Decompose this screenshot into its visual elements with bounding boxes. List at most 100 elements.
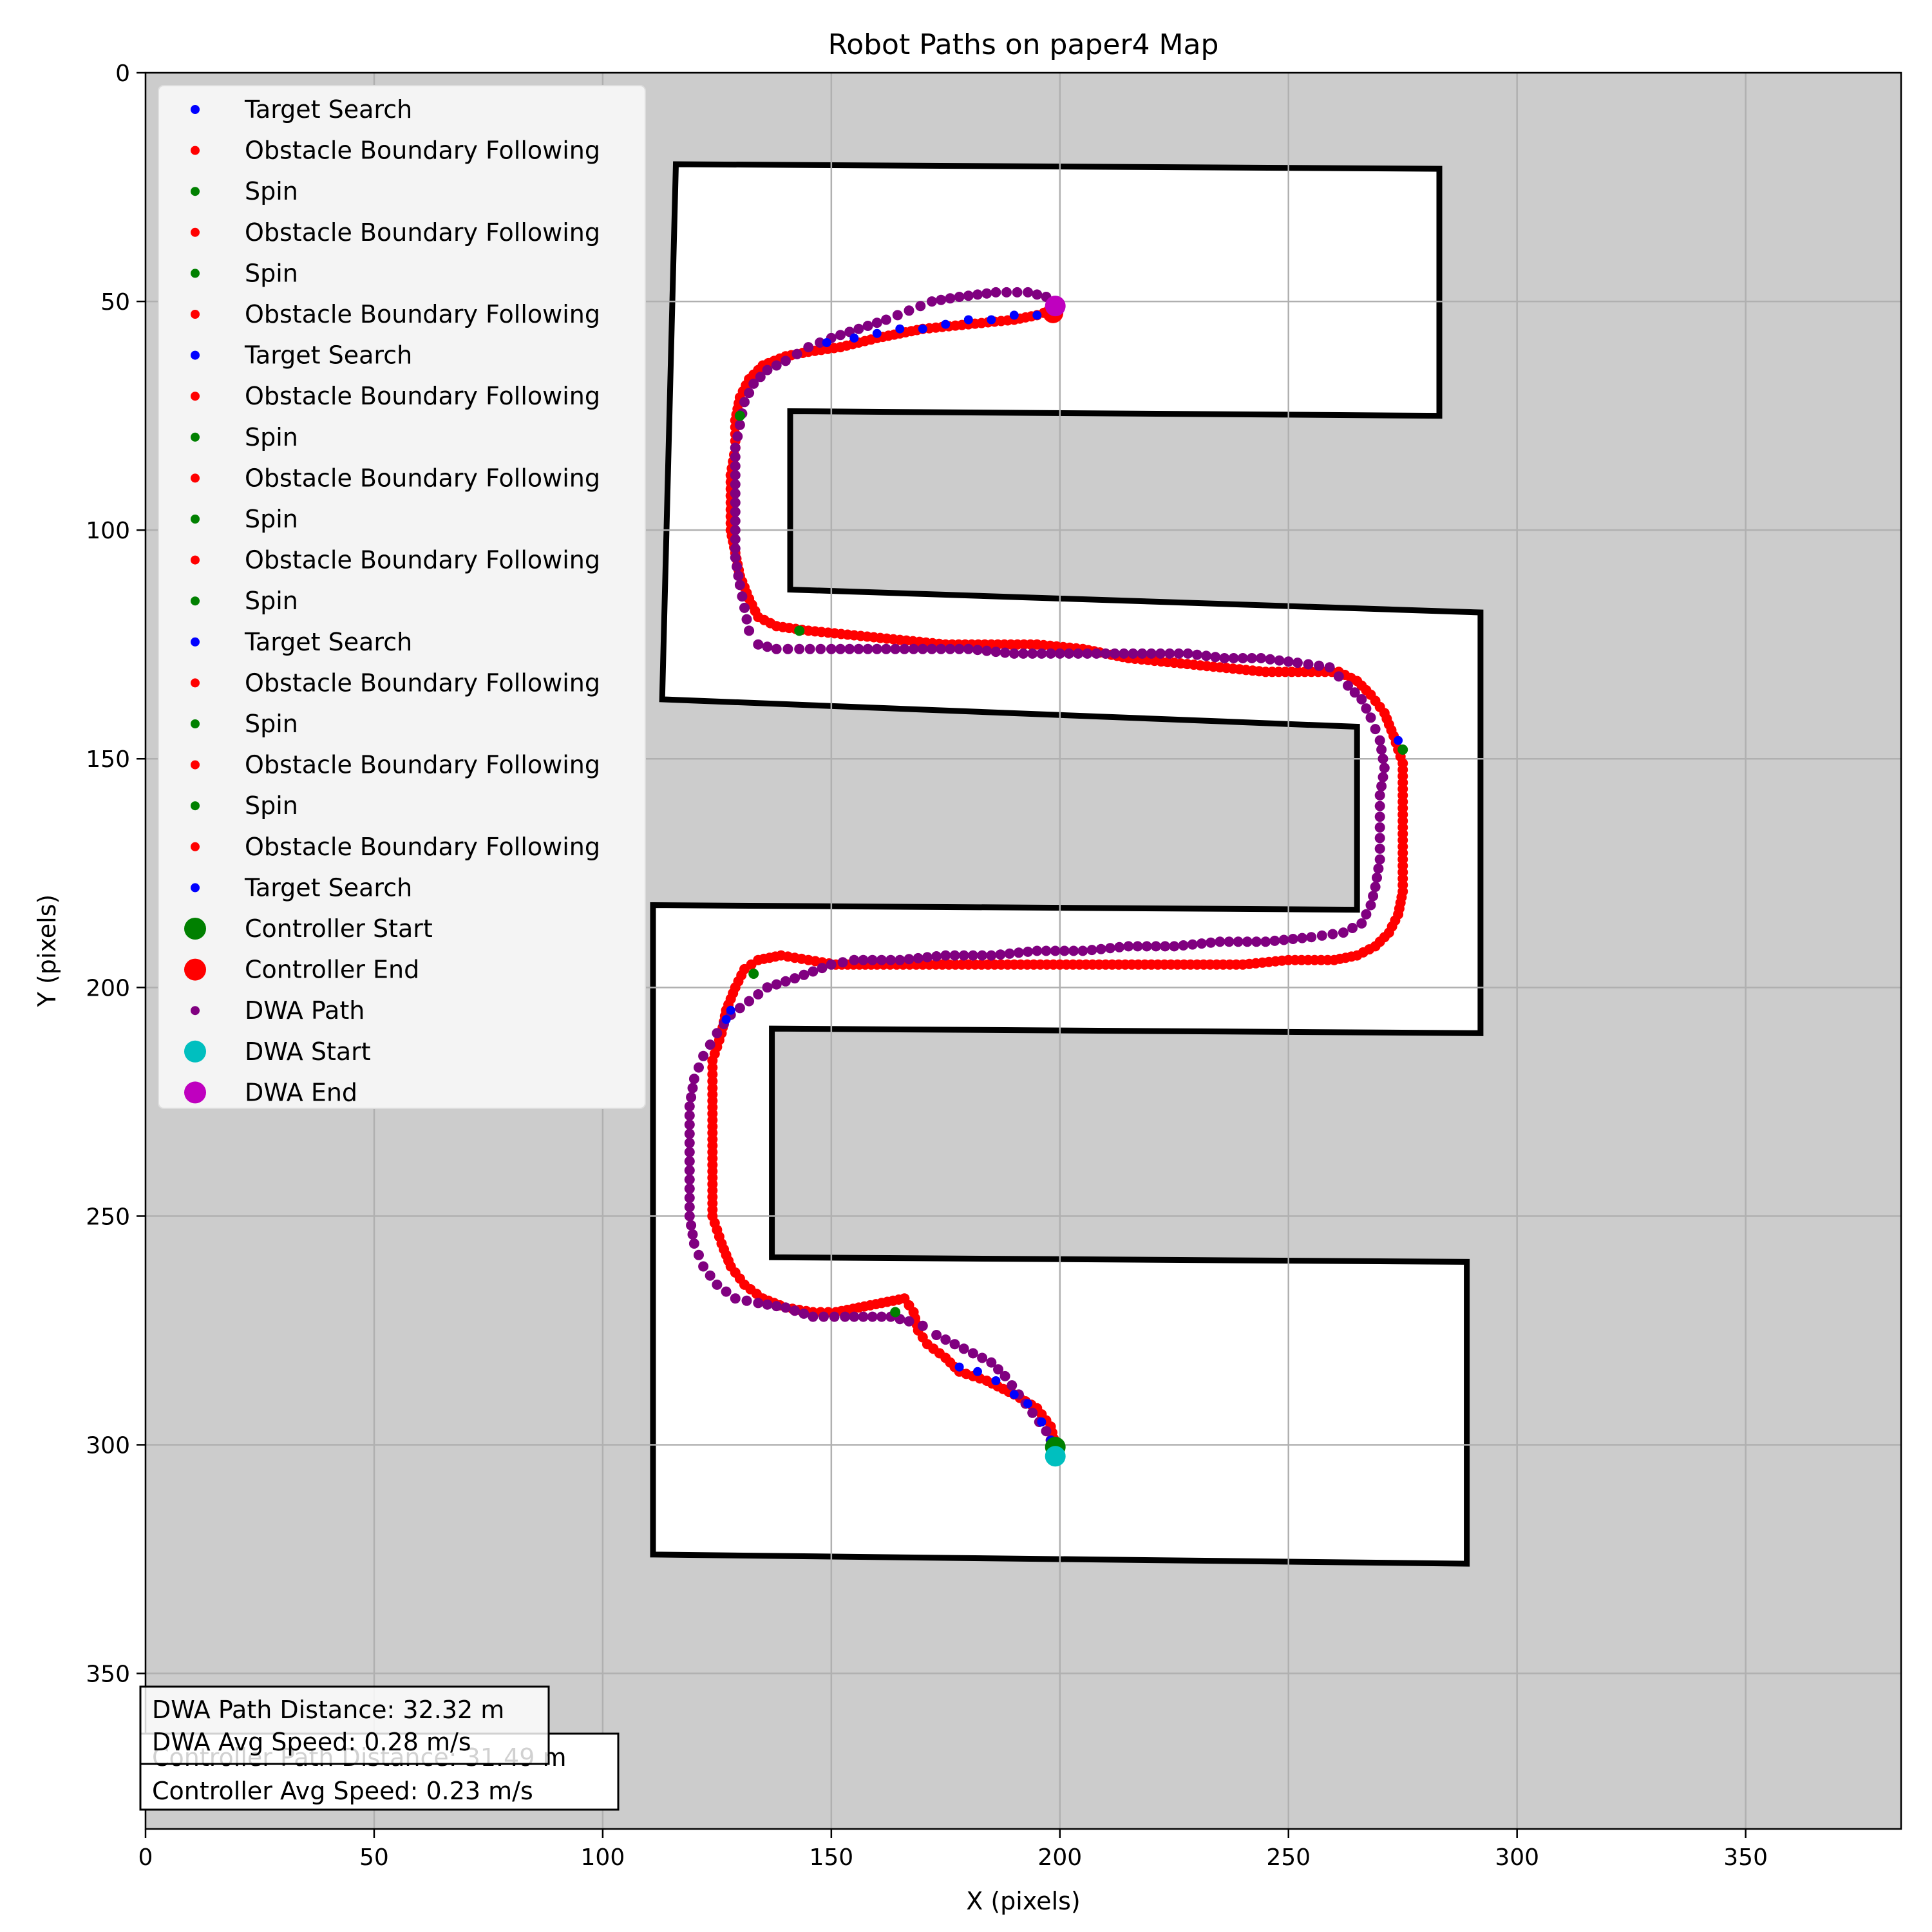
data-point	[853, 643, 864, 654]
data-point	[1160, 941, 1171, 952]
data-point	[694, 1062, 704, 1073]
data-point	[698, 1050, 709, 1061]
data-point	[1394, 735, 1403, 745]
data-point	[872, 328, 882, 338]
data-point	[890, 643, 901, 654]
chart-title: Robot Paths on paper4 Map	[828, 28, 1219, 61]
data-point	[771, 1301, 782, 1312]
data-point	[876, 1311, 887, 1322]
data-point	[734, 419, 745, 430]
data-point	[734, 580, 745, 591]
data-point	[790, 973, 800, 984]
series-target-search	[721, 310, 1403, 1445]
data-point	[940, 950, 951, 961]
legend-marker	[184, 958, 206, 981]
legend-marker	[191, 555, 200, 565]
data-point	[1104, 943, 1115, 954]
data-point	[730, 516, 741, 526]
legend-box	[158, 85, 646, 1109]
data-point	[986, 950, 997, 961]
data-point	[730, 543, 741, 554]
legend-marker	[191, 515, 200, 524]
data-point	[1086, 945, 1097, 956]
y-tick-label: 300	[86, 1432, 130, 1459]
data-point	[981, 288, 992, 299]
data-point	[1201, 650, 1211, 661]
data-point	[686, 1220, 697, 1231]
data-point	[819, 1311, 829, 1322]
data-point	[712, 1279, 723, 1290]
x-tick-label: 100	[581, 1844, 625, 1871]
data-point	[1376, 744, 1387, 755]
dwa-stats-frame	[139, 1685, 550, 1765]
data-point	[684, 1202, 695, 1213]
data-point	[737, 591, 748, 602]
data-point	[1100, 648, 1111, 659]
data-point	[999, 1370, 1010, 1381]
map-wall-outline	[650, 161, 1484, 1567]
data-point	[1303, 659, 1314, 670]
data-point	[1068, 945, 1079, 956]
data-point	[721, 1015, 731, 1024]
data-point	[1077, 945, 1088, 956]
data-point	[1224, 936, 1235, 947]
data-point	[1361, 703, 1372, 714]
data-point	[732, 431, 743, 442]
legend-label: Obstacle Boundary Following	[245, 668, 600, 697]
data-point	[949, 950, 960, 961]
data-point	[977, 1352, 988, 1363]
legend-label: Obstacle Boundary Following	[245, 300, 600, 328]
marker-dwa-end	[1045, 296, 1066, 317]
data-point	[927, 296, 937, 307]
data-point	[1032, 310, 1042, 320]
legend-marker	[191, 801, 200, 811]
legend-marker	[191, 760, 200, 770]
data-point	[1064, 648, 1074, 659]
data-point	[1219, 653, 1230, 663]
legend-marker	[191, 392, 200, 401]
data-point	[1191, 649, 1202, 660]
data-point	[687, 1083, 698, 1094]
x-tick-label: 0	[138, 1844, 153, 1871]
data-point	[730, 525, 741, 536]
data-point	[1178, 940, 1189, 951]
data-point	[840, 1311, 851, 1322]
legend-label: Controller End	[245, 956, 419, 984]
data-point	[963, 643, 974, 654]
data-point	[886, 954, 896, 965]
legend-label: Spin	[245, 710, 298, 738]
data-point	[849, 333, 859, 343]
data-point	[1242, 936, 1253, 947]
data-point	[1251, 936, 1262, 947]
data-point	[730, 479, 741, 490]
data-point	[755, 372, 766, 383]
data-point	[684, 1128, 695, 1139]
data-point	[849, 1311, 860, 1322]
data-point	[1073, 648, 1084, 659]
legend-marker	[184, 1040, 206, 1063]
data-point	[799, 969, 810, 980]
legend-label: Obstacle Boundary Following	[245, 137, 600, 165]
legend-label: Spin	[245, 505, 298, 533]
data-point	[1274, 655, 1285, 666]
data-point	[1292, 658, 1303, 668]
data-point	[967, 950, 978, 961]
data-point	[829, 1311, 840, 1322]
data-point	[1356, 694, 1367, 705]
data-point	[1164, 648, 1175, 659]
data-point	[741, 1295, 752, 1306]
legend-marker	[184, 918, 206, 940]
data-point	[1374, 833, 1385, 844]
y-tick-label: 100	[86, 518, 130, 544]
data-point	[1023, 1399, 1033, 1408]
data-point	[684, 1147, 695, 1157]
data-point	[1365, 900, 1376, 911]
y-tick-label: 50	[100, 289, 130, 316]
data-point	[1365, 712, 1376, 723]
data-point	[904, 1316, 914, 1327]
data-point	[963, 290, 974, 301]
data-point	[826, 643, 837, 654]
data-point	[1370, 724, 1381, 735]
data-point	[1169, 941, 1180, 952]
data-point	[927, 643, 937, 654]
